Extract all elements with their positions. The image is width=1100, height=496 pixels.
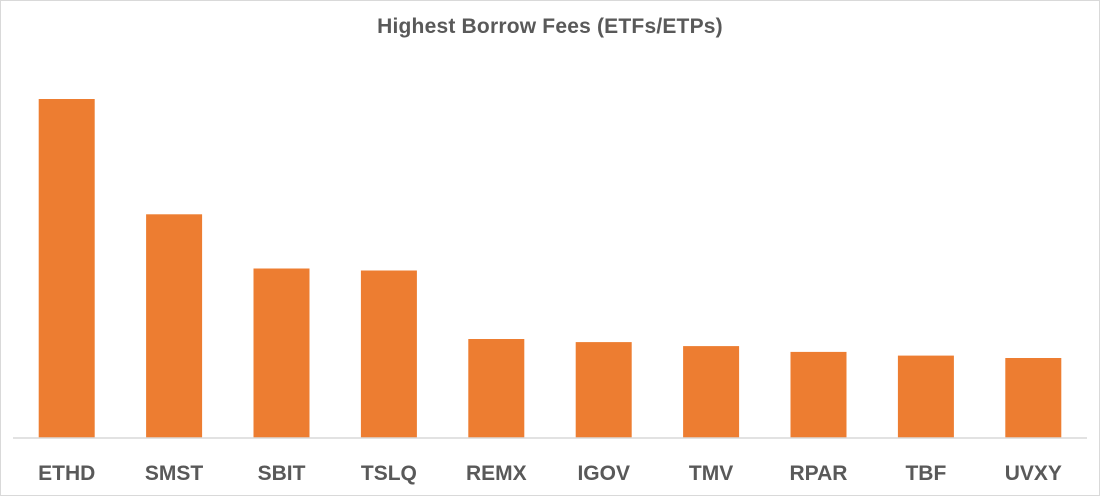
bar-sbit bbox=[253, 268, 310, 438]
x-tick-label-ethd: ETHD bbox=[38, 462, 95, 485]
bar-rpar bbox=[790, 351, 847, 438]
x-tick-label-smst: SMST bbox=[145, 462, 204, 485]
bar-ethd bbox=[38, 99, 95, 438]
bar-uvxy bbox=[1005, 358, 1062, 438]
x-tick-label-tslq: TSLQ bbox=[361, 462, 417, 485]
bar-tslq bbox=[360, 270, 417, 438]
bars-group bbox=[38, 99, 1062, 438]
x-tick-label-tbf: TBF bbox=[905, 462, 946, 485]
x-tick-labels: ETHD SMST SBIT TSLQ REMX IGOV TMV RPAR TBF UVXY bbox=[38, 462, 1062, 485]
x-tick-label-remx: REMX bbox=[466, 462, 527, 485]
bar-remx bbox=[468, 339, 525, 438]
bar-igov bbox=[575, 342, 632, 438]
chart-title: Highest Borrow Fees (ETFs/ETPs) bbox=[377, 15, 723, 38]
bar-tbf bbox=[897, 355, 954, 438]
x-tick-label-igov: IGOV bbox=[577, 462, 630, 485]
bar-smst bbox=[146, 214, 203, 438]
x-tick-label-sbit: SBIT bbox=[258, 462, 306, 485]
bar-tmv bbox=[683, 346, 740, 438]
x-tick-label-uvxy: UVXY bbox=[1005, 462, 1062, 485]
x-tick-label-rpar: RPAR bbox=[790, 462, 848, 485]
x-tick-label-tmv: TMV bbox=[689, 462, 733, 485]
